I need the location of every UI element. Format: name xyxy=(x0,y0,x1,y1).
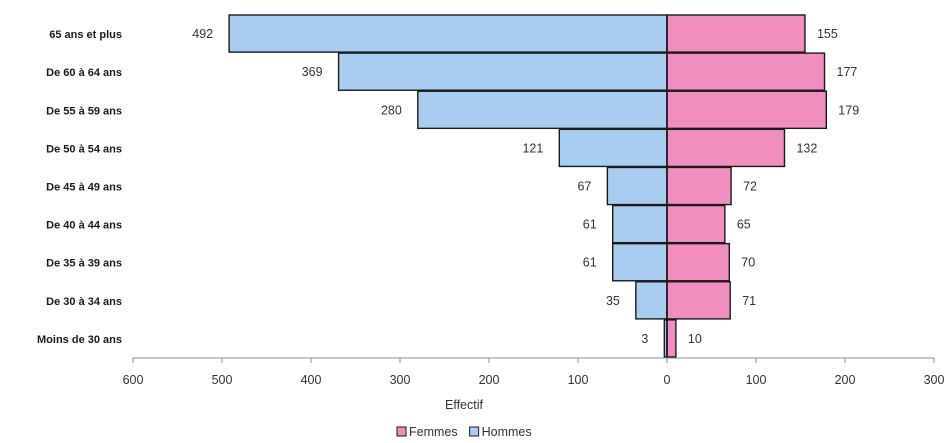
category-label: De 55 à 59 ans xyxy=(46,105,122,117)
data-label-femmes: 72 xyxy=(743,180,757,194)
category-label: De 30 à 34 ans xyxy=(46,296,122,308)
x-tick-label: 100 xyxy=(746,373,767,387)
legend-label-femmes: Femmes xyxy=(409,425,458,439)
bar-femmes xyxy=(666,128,786,168)
x-tick-label: 300 xyxy=(924,373,945,387)
data-label-hommes: 67 xyxy=(577,180,591,194)
legend: Femmes Hommes xyxy=(396,425,532,439)
x-tick-label: 200 xyxy=(479,373,500,387)
data-label-hommes: 61 xyxy=(583,256,597,270)
category-label: De 50 à 54 ans xyxy=(46,143,122,155)
legend-swatch-femmes xyxy=(396,426,407,437)
data-label-hommes: 3 xyxy=(641,332,648,346)
x-tick-label: 0 xyxy=(664,373,671,387)
data-label-femmes: 132 xyxy=(796,141,817,155)
bar-femmes xyxy=(666,166,732,206)
bar-hommes xyxy=(612,242,668,282)
data-label-femmes: 71 xyxy=(742,294,756,308)
bar-femmes xyxy=(666,281,731,320)
data-label-femmes: 179 xyxy=(838,103,859,117)
x-tick-label: 600 xyxy=(123,373,144,387)
bar-hommes xyxy=(635,281,668,320)
data-label-femmes: 177 xyxy=(837,65,858,79)
data-label-hommes: 121 xyxy=(522,141,543,155)
x-tick-label: 400 xyxy=(301,373,322,387)
bar-hommes xyxy=(612,204,668,244)
bar-femmes xyxy=(666,14,806,53)
bar-femmes xyxy=(666,204,726,244)
x-tick-label: 200 xyxy=(835,373,856,387)
category-label: De 35 à 39 ans xyxy=(46,258,122,270)
bar-femmes xyxy=(666,319,677,358)
category-label: Moins de 30 ans xyxy=(37,334,122,346)
bar-femmes xyxy=(666,52,826,91)
bar-femmes xyxy=(666,90,828,130)
x-axis-title: Effectif xyxy=(445,398,484,412)
category-label: De 45 à 49 ans xyxy=(46,182,122,194)
x-tick-label: 300 xyxy=(390,373,411,387)
legend-swatch-hommes xyxy=(469,426,480,437)
legend-label-hommes: Hommes xyxy=(482,425,532,439)
bar-hommes xyxy=(228,14,668,53)
data-label-femmes: 65 xyxy=(737,218,751,232)
bar-hommes xyxy=(606,166,668,206)
category-label: De 60 à 64 ans xyxy=(46,67,122,79)
data-label-femmes: 10 xyxy=(688,332,702,346)
x-axis: 600 500 400 300 200 100 0 100 200 300 xyxy=(123,15,945,387)
bar-hommes xyxy=(417,90,668,130)
data-label-femmes: 70 xyxy=(741,256,755,270)
data-label-hommes: 492 xyxy=(192,27,213,41)
x-tick-label: 100 xyxy=(568,373,589,387)
data-label-hommes: 369 xyxy=(302,65,323,79)
bar-hommes xyxy=(337,52,668,91)
data-label-hommes: 61 xyxy=(583,218,597,232)
bars-layer xyxy=(228,14,828,358)
bar-hommes xyxy=(558,128,668,168)
data-label-hommes: 35 xyxy=(606,294,620,308)
category-label: 65 ans et plus xyxy=(49,29,122,41)
data-label-femmes: 155 xyxy=(817,27,838,41)
category-label: De 40 à 44 ans xyxy=(46,220,122,232)
x-tick-label: 500 xyxy=(212,373,233,387)
bar-femmes xyxy=(666,242,730,282)
data-label-hommes: 280 xyxy=(381,103,402,117)
labels-layer: 65 ans et plus 492 155 De 60 à 64 ans 369 177… xyxy=(37,27,859,346)
